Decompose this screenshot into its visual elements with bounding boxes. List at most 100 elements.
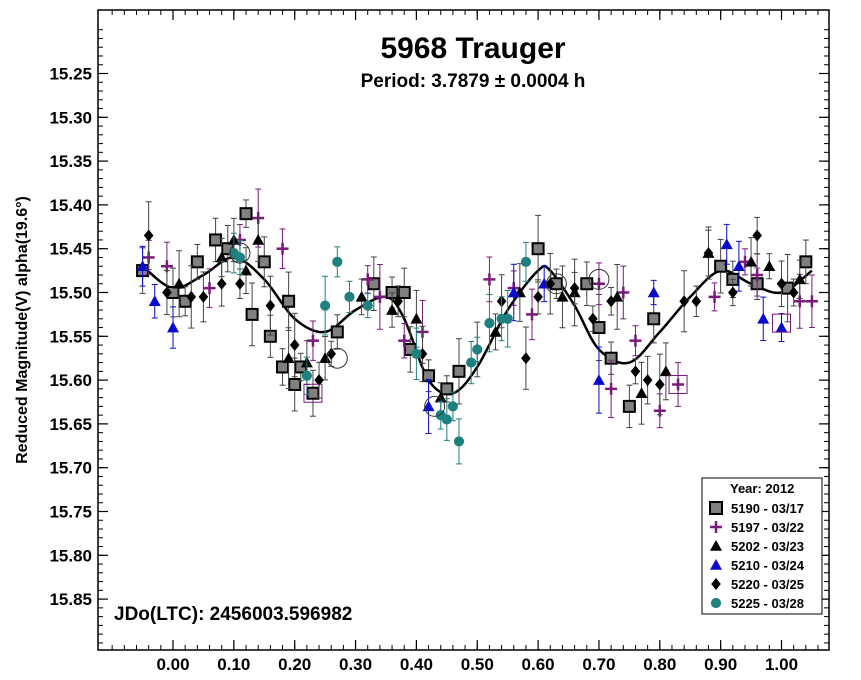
circle-marker-shape xyxy=(362,300,373,311)
diamond-marker-shape xyxy=(588,312,598,325)
triangle-marker-shape xyxy=(173,277,186,289)
y-tick-label: 15.50 xyxy=(49,284,92,303)
highlight-circle xyxy=(326,347,348,369)
square-marker-shape xyxy=(276,360,290,374)
data-point xyxy=(521,352,531,365)
triangle-marker-shape xyxy=(556,290,569,302)
data-point xyxy=(355,290,368,302)
data-point xyxy=(556,290,569,302)
diamond-marker-shape xyxy=(711,578,721,590)
legend-marker xyxy=(709,501,723,515)
data-point xyxy=(162,286,172,299)
diamond-marker-shape xyxy=(703,247,714,260)
triangle-marker-shape xyxy=(215,251,228,263)
diamond-marker-shape xyxy=(728,286,738,299)
diamond-marker-shape xyxy=(630,365,641,378)
data-point xyxy=(373,290,386,303)
square-marker-shape xyxy=(799,255,813,269)
y-tick-label: 15.65 xyxy=(49,415,92,434)
x-tick-label: 0.60 xyxy=(522,655,555,674)
data-point xyxy=(520,256,532,267)
data-point xyxy=(306,386,320,400)
series-4 xyxy=(143,201,799,416)
circle-marker-shape xyxy=(502,313,513,324)
highlight-box xyxy=(772,313,791,333)
data-point xyxy=(173,277,186,289)
square-marker-shape xyxy=(245,307,259,321)
data-point xyxy=(447,401,459,412)
data-point xyxy=(282,352,295,363)
data-point xyxy=(330,325,344,339)
triangle-marker-shape xyxy=(647,286,660,298)
legend-label: 5220 - 03/25 xyxy=(731,577,804,592)
data-point xyxy=(215,251,228,263)
circle-marker-shape xyxy=(332,256,343,267)
square-marker-shape xyxy=(282,294,296,308)
legend-items: 5190 - 03/17 5197 - 03/22 5202 - 03/23 5210… xyxy=(709,501,805,611)
data-point xyxy=(245,307,259,321)
square-marker-shape xyxy=(531,242,545,256)
square-marker-shape xyxy=(330,325,344,339)
triangle-marker-shape xyxy=(635,387,648,399)
x-tick-label: 0.80 xyxy=(643,655,676,674)
square-marker-shape xyxy=(190,255,204,269)
square-marker-shape xyxy=(592,321,606,335)
diamond-marker-shape xyxy=(265,299,276,312)
triangle-marker-shape xyxy=(319,352,332,363)
data-point xyxy=(659,365,672,377)
highlight-circle xyxy=(545,273,567,295)
diamond-marker-shape xyxy=(788,286,799,299)
square-marker-shape xyxy=(288,377,302,391)
data-point xyxy=(647,312,661,326)
triangle-marker-shape xyxy=(793,273,806,285)
data-point xyxy=(235,277,245,290)
data-point xyxy=(720,238,733,250)
data-point xyxy=(136,260,149,272)
circle-marker-shape xyxy=(411,348,422,359)
data-point xyxy=(507,286,520,298)
legend-marker xyxy=(710,540,722,551)
diamond-marker-shape xyxy=(776,277,787,290)
data-point xyxy=(239,207,253,221)
data-point xyxy=(398,334,411,347)
data-point xyxy=(592,277,605,290)
legend-label: 5210 - 03/24 xyxy=(731,558,805,573)
data-point xyxy=(745,255,758,267)
data-point xyxy=(732,260,745,272)
data-point xyxy=(167,321,179,333)
circle-marker-shape xyxy=(472,344,483,355)
circle-marker-shape xyxy=(453,436,465,447)
legend-label: 5197 - 03/22 xyxy=(731,520,804,535)
highlight-box xyxy=(668,374,688,394)
x-axis-ticks: 0.00 0.10 0.20 0.30 0.40 0.50 0.60 0.70 0.80 0.90… xyxy=(111,10,819,674)
legend-label: 5202 - 03/23 xyxy=(731,539,804,554)
square-marker-shape xyxy=(452,364,466,378)
data-point xyxy=(190,255,204,269)
triangle-marker-shape xyxy=(434,391,447,403)
x-tick-label: 0.90 xyxy=(704,655,737,674)
circle-marker-shape xyxy=(447,401,459,412)
x-tick-label: 0.10 xyxy=(217,655,250,674)
y-axis-ticks: 15.25 15.30 15.35 15.40 15.45 15.50 15.55 15.60… xyxy=(49,29,829,644)
chart-subtitle: Period: 3.7879 ± 0.0004 h xyxy=(361,71,586,92)
triangle-marker-shape xyxy=(422,400,435,412)
data-point xyxy=(143,229,154,242)
data-point xyxy=(647,286,660,298)
data-point xyxy=(672,378,685,391)
data-point xyxy=(776,277,787,290)
diamond-marker-shape xyxy=(235,277,245,290)
triangle-marker-shape xyxy=(240,264,253,276)
data-point xyxy=(234,252,246,263)
data-point xyxy=(148,295,161,307)
data-point xyxy=(344,291,355,302)
diamond-marker-shape xyxy=(521,352,531,365)
legend-label: 5190 - 03/17 xyxy=(731,501,804,516)
legend-box xyxy=(701,477,823,615)
triangle-marker-shape xyxy=(732,260,745,272)
diamond-marker-shape xyxy=(691,295,702,308)
diamond-marker-shape xyxy=(198,290,209,303)
data-point xyxy=(533,290,543,303)
data-point xyxy=(252,233,265,245)
data-point xyxy=(569,282,580,295)
triangle-marker-shape xyxy=(757,312,770,324)
